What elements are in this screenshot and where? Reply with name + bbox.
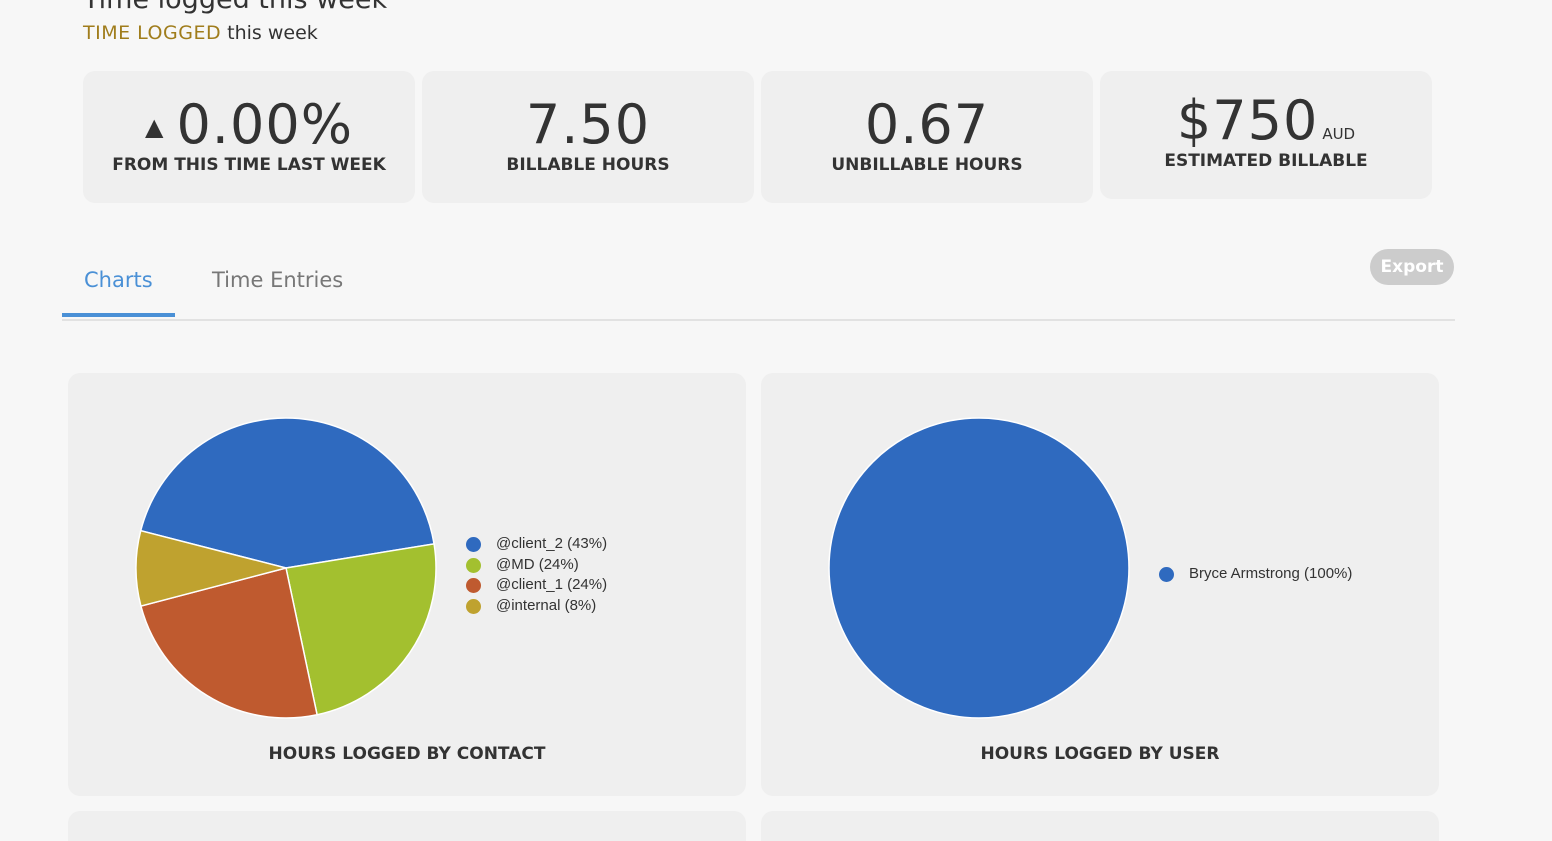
stat-label: FROM THIS TIME LAST WEEK (112, 155, 386, 175)
pie-slice[interactable] (285, 543, 437, 716)
stat-card-billable: 7.50 BILLABLE HOURS (422, 71, 754, 203)
pie-chart-user (828, 417, 1130, 719)
stat-card-change: ▲ 0.00% FROM THIS TIME LAST WEEK (83, 71, 415, 203)
legend-item: @internal (8%) (466, 596, 607, 617)
pie-slice[interactable] (139, 567, 318, 719)
legend-label: @client_2 (43%) (496, 535, 608, 552)
up-arrow-icon: ▲ (144, 113, 165, 141)
legend-label: Bryce Armstrong (100%) (1189, 565, 1353, 582)
legend-label: @internal (8%) (496, 596, 597, 614)
legend-item: @MD (24%) (466, 555, 607, 576)
tab-time-entries[interactable]: Time Entries (212, 268, 344, 292)
subtitle-rest: this week (227, 22, 318, 44)
page-subtitle: TIME LOGGED this week (83, 22, 318, 44)
legend-item: Bryce Armstrong (100%) (1159, 564, 1352, 585)
stat-value: $750 AUD (1100, 89, 1432, 166)
subtitle-accent: TIME LOGGED (83, 22, 222, 44)
legend-dot-icon (466, 578, 481, 593)
legend-label: @client_1 (24%) (496, 576, 608, 593)
export-button[interactable]: Export (1370, 249, 1454, 285)
chart-title: HOURS LOGGED BY USER (980, 744, 1220, 764)
chart-card-bottom-left (68, 811, 746, 841)
stat-number: $750 (1176, 89, 1319, 152)
pie-chart-contact (135, 417, 437, 719)
legend-label: @MD (24%) (496, 555, 579, 573)
chart-legend: Bryce Armstrong (100%) (1159, 564, 1352, 585)
legend-dot-icon (466, 598, 481, 614)
tab-charts[interactable]: Charts (84, 268, 153, 292)
page-title: Time logged this week (83, 0, 387, 15)
chart-card-contact: @client_2 (43%) @MD (24%) @client_1 (24%) @… (68, 373, 746, 796)
legend-dot-icon (466, 557, 481, 573)
stat-label: BILLABLE HOURS (506, 155, 670, 175)
chart-card-user: Bryce Armstrong (100%) HOURS LOGGED BY U… (761, 373, 1439, 796)
tab-bar: Charts Time Entries (62, 262, 1455, 321)
stat-card-unbillable: 0.67 UNBILLABLE HOURS (761, 71, 1093, 203)
pie-slice[interactable] (139, 417, 435, 569)
stat-value: 0.67 (864, 93, 990, 156)
pie-slice[interactable] (828, 417, 1130, 719)
active-tab-indicator (62, 313, 175, 317)
stat-value: ▲ 0.00% (83, 93, 415, 159)
chart-card-bottom-right (761, 811, 1439, 841)
stat-label: ESTIMATED BILLABLE (1164, 151, 1368, 171)
stat-number: 0.00% (176, 93, 353, 156)
stat-card-estimated: $750 AUD ESTIMATED BILLABLE (1100, 71, 1432, 199)
legend-dot-icon (1159, 567, 1174, 582)
chart-legend: @client_2 (43%) @MD (24%) @client_1 (24%) @… (466, 534, 607, 616)
chart-title: HOURS LOGGED BY CONTACT (268, 744, 546, 764)
legend-dot-icon (466, 537, 481, 552)
legend-item: @client_1 (24%) (466, 575, 607, 596)
legend-item: @client_2 (43%) (466, 534, 607, 555)
stat-label: UNBILLABLE HOURS (831, 155, 1023, 175)
stat-unit: AUD (1322, 125, 1356, 143)
stat-value: 7.50 (525, 93, 651, 156)
pie-slice[interactable] (135, 529, 289, 607)
